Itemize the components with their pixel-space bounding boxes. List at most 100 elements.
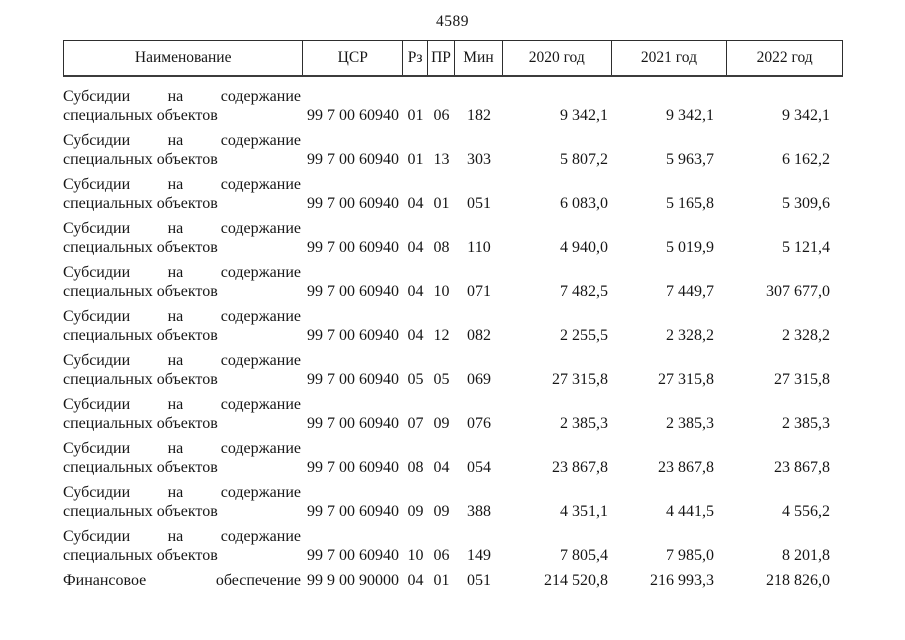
table-row: Субсидии на содержание специальных объек… [63,263,843,301]
row-name-cell: Субсидии на содержание специальных объек… [63,483,303,521]
row-rz-cell: 01 [407,151,424,168]
row-name-line1: Субсидии на содержание [63,528,301,545]
row-csr-cell: 99 7 00 60940 [307,415,399,432]
row-pr-cell: 06 [433,107,450,124]
row-name-line2: специальных объектов [63,547,218,564]
row-2022-cell: 5 121,4 [782,239,830,256]
row-2020-cell: 9 342,1 [560,107,608,124]
row-pr-cell: 06 [433,547,450,564]
row-csr-cell: 99 7 00 60940 [307,239,399,256]
table-row: Субсидии на содержание специальных объек… [63,307,843,345]
table-row: Субсидии на содержание специальных объек… [63,439,843,477]
row-min-cell: 388 [467,503,491,520]
row-pr-cell: 09 [433,503,450,520]
row-min-cell: 054 [467,459,491,476]
column-header-rz: Рз [403,41,429,75]
row-name-cell: Субсидии на содержание специальных объек… [63,351,303,389]
row-name-line1: Субсидии на содержание [63,88,301,105]
row-2022-cell: 23 867,8 [774,459,830,476]
row-rz-cell: 04 [407,283,424,300]
row-name-line2: специальных объектов [63,503,218,520]
row-2022-cell: 2 328,2 [782,327,830,344]
row-min-cell: 076 [467,415,491,432]
row-name-line1: Субсидии на содержание [63,484,301,501]
row-min-cell: 071 [467,283,491,300]
row-name-line2: специальных объектов [63,327,218,344]
row-name-line2: специальных объектов [63,239,218,256]
row-2020-cell: 2 255,5 [560,327,608,344]
row-rz-cell: 08 [407,459,424,476]
row-csr-cell: 99 7 00 60940 [307,459,399,476]
row-name-line1: Субсидии на содержание [63,176,301,193]
row-2021-cell: 5 019,9 [666,239,714,256]
row-name-line1: Финансовое обеспечение [63,572,301,589]
row-min-cell: 051 [467,572,491,589]
row-csr-cell: 99 7 00 60940 [307,547,399,564]
row-2020-cell: 23 867,8 [552,459,608,476]
row-2022-cell: 307 677,0 [766,283,830,300]
table-row: Субсидии на содержание специальных объек… [63,527,843,565]
row-rz-cell: 04 [407,239,424,256]
row-2020-cell: 6 083,0 [560,195,608,212]
row-2022-cell: 218 826,0 [766,572,830,589]
row-min-cell: 082 [467,327,491,344]
table-row: Субсидии на содержание специальных объек… [63,483,843,521]
column-header-csr: ЦСР [303,41,404,75]
row-2020-cell: 214 520,8 [544,572,608,589]
row-csr-cell: 99 7 00 60940 [307,371,399,388]
row-name-line1: Субсидии на содержание [63,220,301,237]
row-csr-cell: 99 7 00 60940 [307,107,399,124]
row-pr-cell: 12 [433,327,450,344]
table-row: Субсидии на содержание специальных объек… [63,395,843,433]
table-row: Финансовое обеспечение 99 9 00 90000 04 … [63,571,843,590]
row-2021-cell: 23 867,8 [658,459,714,476]
table-row: Субсидии на содержание специальных объек… [63,351,843,389]
row-rz-cell: 04 [407,195,424,212]
row-pr-cell: 04 [433,459,450,476]
row-2021-cell: 2 385,3 [666,415,714,432]
row-name-cell: Субсидии на содержание специальных объек… [63,395,303,433]
row-name-cell: Субсидии на содержание специальных объек… [63,87,303,125]
row-2022-cell: 2 385,3 [782,415,830,432]
row-name-cell: Субсидии на содержание специальных объек… [63,175,303,213]
row-min-cell: 051 [467,195,491,212]
row-name-line2: специальных объектов [63,283,218,300]
column-header-name: Наименование [64,41,304,75]
row-min-cell: 182 [467,107,491,124]
page-number: 4589 [436,13,469,30]
row-2022-cell: 6 162,2 [782,151,830,168]
row-2022-cell: 5 309,6 [782,195,830,212]
row-pr-cell: 10 [433,283,450,300]
row-name-line1: Субсидии на содержание [63,308,301,325]
table-row: Субсидии на содержание специальных объек… [63,87,843,125]
row-name-line2: специальных объектов [63,195,218,212]
row-name-cell: Субсидии на содержание специальных объек… [63,131,303,169]
column-header-min: Мин [455,41,503,75]
row-2021-cell: 7 449,7 [666,283,714,300]
row-rz-cell: 01 [407,107,424,124]
row-name-cell: Субсидии на содержание специальных объек… [63,219,303,257]
row-2021-cell: 4 441,5 [666,503,714,520]
row-2020-cell: 27 315,8 [552,371,608,388]
row-2021-cell: 5 963,7 [666,151,714,168]
row-pr-cell: 01 [433,195,450,212]
row-name-line1: Субсидии на содержание [63,440,301,457]
row-2020-cell: 4 351,1 [560,503,608,520]
table-row: Субсидии на содержание специальных объек… [63,175,843,213]
row-name-line2: специальных объектов [63,371,218,388]
table-body: Субсидии на содержание специальных объек… [63,87,843,590]
row-csr-cell: 99 7 00 60940 [307,283,399,300]
row-pr-cell: 01 [433,572,450,589]
row-name-line2: специальных объектов [63,459,218,476]
row-rz-cell: 04 [407,572,424,589]
row-rz-cell: 10 [407,547,424,564]
row-name-cell: Субсидии на содержание специальных объек… [63,307,303,345]
row-name-line2: специальных объектов [63,415,218,432]
row-name-cell: Субсидии на содержание специальных объек… [63,263,303,301]
table-row: Субсидии на содержание специальных объек… [63,131,843,169]
row-name-line1: Субсидии на содержание [63,352,301,369]
row-2021-cell: 27 315,8 [658,371,714,388]
row-2021-cell: 216 993,3 [650,572,714,589]
row-csr-cell: 99 7 00 60940 [307,503,399,520]
